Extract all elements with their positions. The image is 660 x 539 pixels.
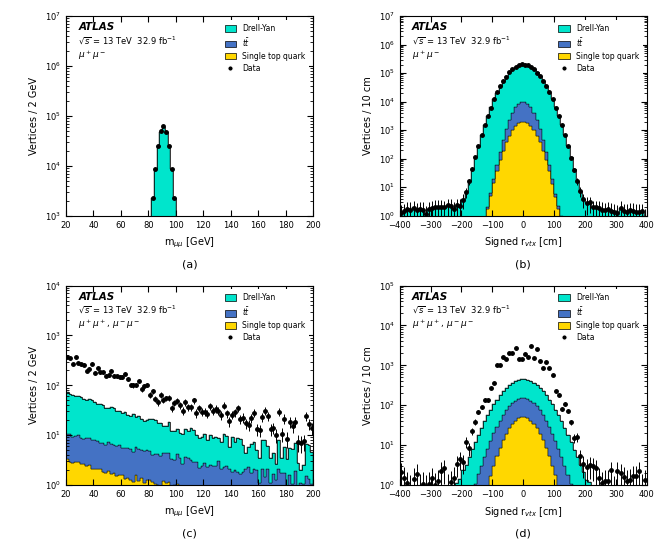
Legend: Drell-Yan, $t\bar{t}$, Single top quark, Data: Drell-Yan, $t\bar{t}$, Single top quark,… [554,289,643,346]
Y-axis label: Vertices / 2 GeV: Vertices / 2 GeV [30,347,40,424]
Y-axis label: Vertices / 10 cm: Vertices / 10 cm [363,77,373,155]
Text: $\mu^+\mu^-$: $\mu^+\mu^-$ [412,48,440,62]
Legend: Drell-Yan, $t\bar{t}$, Single top quark, Data: Drell-Yan, $t\bar{t}$, Single top quark,… [221,289,310,346]
Legend: Drell-Yan, $t\bar{t}$, Single top quark, Data: Drell-Yan, $t\bar{t}$, Single top quark,… [221,20,310,77]
Text: (d): (d) [515,529,531,539]
Text: (a): (a) [182,260,197,270]
Text: $\mu^+\mu^-$: $\mu^+\mu^-$ [79,48,106,62]
Text: $\sqrt{s}$ = 13 TeV  32.9 fb$^{-1}$: $\sqrt{s}$ = 13 TeV 32.9 fb$^{-1}$ [412,303,510,315]
X-axis label: m$_{\mu\mu}$ [GeV]: m$_{\mu\mu}$ [GeV] [164,505,215,519]
X-axis label: Signed r$_{vtx}$ [cm]: Signed r$_{vtx}$ [cm] [484,235,562,249]
Text: $\mu^+\mu^+$, $\mu^-\mu^-$: $\mu^+\mu^+$, $\mu^-\mu^-$ [412,317,474,331]
Text: (b): (b) [515,260,531,270]
Legend: Drell-Yan, $t\bar{t}$, Single top quark, Data: Drell-Yan, $t\bar{t}$, Single top quark,… [554,20,643,77]
Text: ATLAS: ATLAS [79,22,115,32]
Y-axis label: Vertices / 10 cm: Vertices / 10 cm [363,346,373,425]
Y-axis label: Vertices / 2 GeV: Vertices / 2 GeV [30,77,40,155]
Text: $\sqrt{s}$ = 13 TeV  32.9 fb$^{-1}$: $\sqrt{s}$ = 13 TeV 32.9 fb$^{-1}$ [412,34,510,46]
Text: $\mu^+\mu^+$, $\mu^-\mu^-$: $\mu^+\mu^+$, $\mu^-\mu^-$ [79,317,141,331]
Text: $\sqrt{s}$ = 13 TeV  32.9 fb$^{-1}$: $\sqrt{s}$ = 13 TeV 32.9 fb$^{-1}$ [79,303,177,315]
X-axis label: m$_{\mu\mu}$ [GeV]: m$_{\mu\mu}$ [GeV] [164,235,215,250]
Text: (c): (c) [182,529,197,539]
Text: ATLAS: ATLAS [79,292,115,301]
Text: ATLAS: ATLAS [412,22,448,32]
Text: ATLAS: ATLAS [412,292,448,301]
Text: $\sqrt{s}$ = 13 TeV  32.9 fb$^{-1}$: $\sqrt{s}$ = 13 TeV 32.9 fb$^{-1}$ [79,34,177,46]
X-axis label: Signed r$_{vtx}$ [cm]: Signed r$_{vtx}$ [cm] [484,505,562,519]
